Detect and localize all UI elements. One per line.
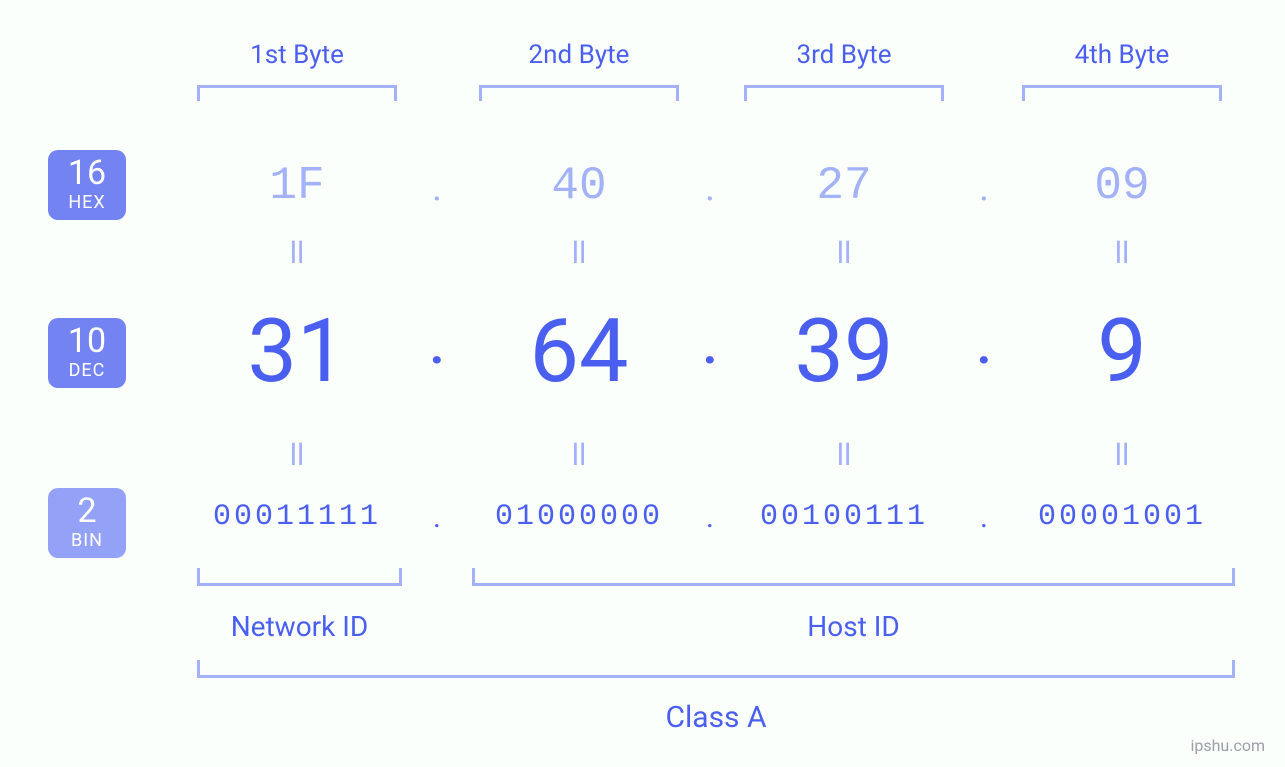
dec-dot-2: .: [685, 318, 735, 376]
byte-header-2: 2nd Byte: [479, 40, 679, 70]
bin-byte-4: 00001001: [1007, 500, 1237, 534]
equals-hex-dec-2: ll: [549, 236, 609, 271]
byte-header-3: 3rd Byte: [744, 40, 944, 70]
badge-dec-number: 10: [48, 324, 126, 360]
dec-byte-1: 31: [197, 300, 397, 403]
badge-bin-number: 2: [48, 494, 126, 530]
byte-header-1: 1st Byte: [197, 40, 397, 70]
hex-byte-2: 40: [479, 160, 679, 212]
network-id-label: Network ID: [197, 610, 402, 643]
host-id-bracket: [472, 568, 1235, 586]
bin-dot-1: .: [422, 500, 452, 535]
class-bracket: [197, 660, 1235, 678]
dec-byte-3: 39: [744, 300, 944, 403]
byte-bracket-1: [197, 85, 397, 101]
bin-byte-3: 00100111: [729, 500, 959, 534]
badge-bin-label: BIN: [48, 532, 126, 550]
equals-hex-dec-4: ll: [1092, 236, 1152, 271]
attribution-text: ipshu.com: [1190, 736, 1265, 755]
host-id-label: Host ID: [472, 610, 1235, 643]
hex-byte-4: 09: [1022, 160, 1222, 212]
dec-byte-4: 9: [1022, 300, 1222, 403]
equals-hex-dec-3: ll: [814, 236, 874, 271]
network-id-bracket: [197, 568, 402, 586]
byte-bracket-4: [1022, 85, 1222, 101]
byte-bracket-3: [744, 85, 944, 101]
dec-dot-1: .: [412, 318, 462, 376]
hex-byte-3: 27: [744, 160, 944, 212]
hex-dot-1: .: [417, 166, 457, 210]
badge-hex-label: HEX: [48, 194, 126, 212]
bin-byte-2: 01000000: [464, 500, 694, 534]
badge-dec-label: DEC: [48, 362, 126, 380]
bin-byte-1: 00011111: [182, 500, 412, 534]
equals-dec-bin-4: ll: [1092, 438, 1152, 473]
class-label: Class A: [197, 700, 1235, 735]
byte-header-4: 4th Byte: [1022, 40, 1222, 70]
hex-byte-1: 1F: [197, 160, 397, 212]
hex-dot-3: .: [964, 166, 1004, 210]
badge-hex-number: 16: [48, 156, 126, 192]
equals-dec-bin-2: ll: [549, 438, 609, 473]
base-badge-hex: 16 HEX: [48, 150, 126, 220]
dec-byte-2: 64: [479, 300, 679, 403]
bin-dot-2: .: [695, 500, 725, 535]
equals-hex-dec-1: ll: [267, 236, 327, 271]
bin-dot-3: .: [969, 500, 999, 535]
equals-dec-bin-3: ll: [814, 438, 874, 473]
base-badge-dec: 10 DEC: [48, 318, 126, 388]
equals-dec-bin-1: ll: [267, 438, 327, 473]
byte-bracket-2: [479, 85, 679, 101]
dec-dot-3: .: [959, 318, 1009, 376]
hex-dot-2: .: [690, 166, 730, 210]
base-badge-bin: 2 BIN: [48, 488, 126, 558]
